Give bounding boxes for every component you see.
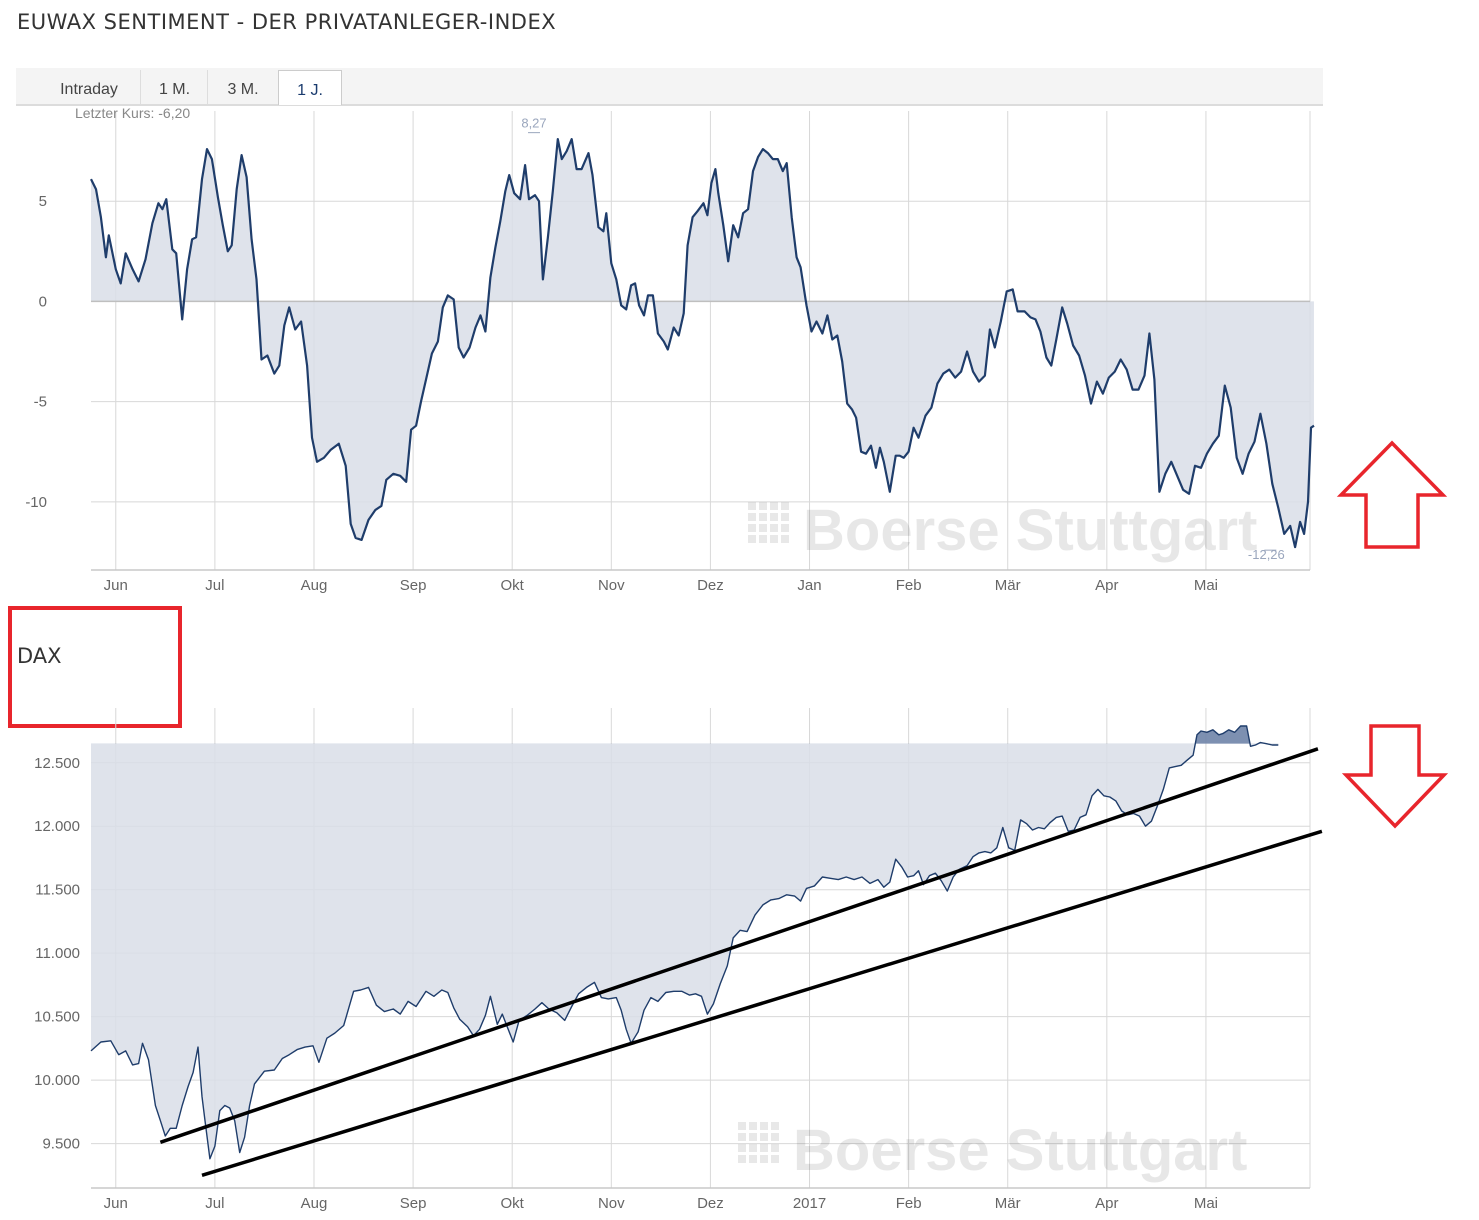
x-tick-label: Apr — [1095, 1195, 1118, 1212]
dax-section-label: DAX — [17, 644, 62, 668]
x-tick-label: Sep — [400, 1195, 427, 1212]
y-tick-label: 9.500 — [42, 1136, 80, 1153]
x-tick-label: Mär — [995, 1195, 1021, 1212]
x-tick-label: Mai — [1194, 577, 1218, 594]
y-tick-label: 12.500 — [34, 755, 80, 772]
y-tick-label: -10 — [25, 494, 47, 511]
x-tick-label: Mär — [995, 577, 1021, 594]
x-tick-label: Sep — [400, 577, 427, 594]
range-tabs: Intraday 1 M. 3 M. 1 J. — [16, 68, 1323, 106]
watermark-text: Boerse Stuttgart — [793, 1118, 1247, 1183]
trendline — [159, 747, 1319, 1144]
sentiment-chart: 5 0 -5 -10 Jun Jul Aug Sep Okt Nov Dez Jan Feb Mär Apr… — [25, 105, 1448, 594]
x-tick-label: Jan — [797, 577, 821, 594]
last-price-label: Letzter Kurs: -6,20 — [75, 105, 190, 121]
sentiment-line — [90, 138, 1315, 549]
watermark-text: Boerse Stuttgart — [803, 498, 1257, 563]
tab-intraday[interactable]: Intraday — [60, 81, 118, 98]
y-tick-label: 10.500 — [34, 1009, 80, 1026]
x-tick-label: Aug — [301, 1195, 328, 1212]
min-label: -12,26 — [1248, 547, 1285, 562]
x-tick-label: Okt — [501, 1195, 525, 1212]
x-tick-label: Feb — [896, 1195, 922, 1212]
dax-area-below — [91, 743, 1279, 1159]
y-tick-label: 0 — [39, 293, 47, 310]
x-tick-label: Dez — [697, 577, 724, 594]
arrow-down-icon — [1341, 724, 1449, 829]
x-tick-label: Nov — [598, 1195, 625, 1212]
x-tick-label: 2017 — [793, 1195, 826, 1212]
tab-1m[interactable]: 1 M. — [140, 70, 208, 104]
x-tick-label: Nov — [598, 577, 625, 594]
x-tick-label: Mai — [1194, 1195, 1218, 1212]
y-tick-label: 5 — [39, 193, 47, 210]
watermark-bottom — [738, 1122, 779, 1163]
x-tick-label: Jul — [205, 577, 224, 594]
x-tick-label: Okt — [501, 577, 525, 594]
x-tick-label: Dez — [697, 1195, 724, 1212]
arrow-up-icon — [1336, 440, 1448, 549]
y-tick-label: 10.000 — [34, 1072, 80, 1089]
tab-1y[interactable]: 1 J. — [278, 70, 342, 105]
max-label: 8,27 — [521, 116, 546, 131]
dax-line — [90, 725, 1279, 1160]
highlight-box — [8, 606, 182, 728]
tab-3m[interactable]: 3 M. — [207, 70, 278, 104]
y-tick-label: 11.500 — [35, 882, 80, 899]
x-tick-label: Jun — [104, 577, 128, 594]
x-tick-label: Feb — [896, 577, 922, 594]
x-tick-label: Aug — [301, 577, 328, 594]
sentiment-area — [91, 139, 1314, 548]
x-tick-label: Jun — [104, 1195, 128, 1212]
watermark-top — [748, 502, 789, 543]
x-tick-label: Apr — [1095, 577, 1118, 594]
y-tick-label: 12.000 — [34, 818, 80, 835]
x-tick-label: Jul — [205, 1195, 224, 1212]
y-tick-label: -5 — [34, 394, 47, 411]
y-tick-label: 11.000 — [35, 945, 80, 962]
page-title: EUWAX SENTIMENT - DER PRIVATANLEGER-INDE… — [17, 10, 557, 34]
trendline — [201, 829, 1323, 1177]
